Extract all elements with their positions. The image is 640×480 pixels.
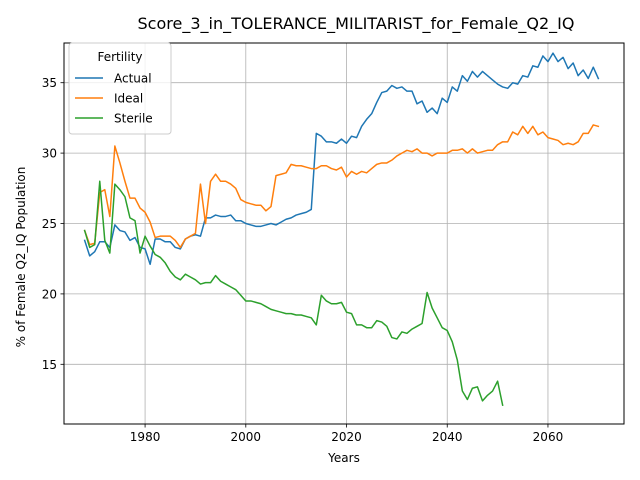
series-line-actual (83, 52, 600, 266)
legend-box (68, 42, 172, 135)
y-tick-label: 25 (42, 217, 57, 231)
legend-entry-actual: Actual (75, 72, 152, 86)
y-tick-label: 35 (42, 76, 57, 90)
legend-title: Fertility (97, 50, 142, 64)
axis-ticks: 1980 2000 2020 2040 2060 15 20 25 30 35 (42, 76, 564, 444)
legend-entry-sterile: Sterile (75, 112, 153, 126)
series-lines (83, 52, 600, 407)
x-tick-label: 2020 (331, 430, 362, 444)
legend-entries: Actual Ideal Sterile (75, 72, 153, 126)
y-axis-label: % of Female Q2_IQ Population (14, 167, 28, 348)
series-line-sterile (83, 180, 504, 407)
x-tick-label: 1980 (130, 430, 161, 444)
plot-frame (63, 42, 625, 425)
x-tick-label: 2000 (231, 430, 262, 444)
chart-title: Score_3_in_TOLERANCE_MILITARIST_for_Fema… (138, 14, 575, 34)
legend: Fertility Actual Ideal Sterile (68, 42, 172, 135)
x-axis-label: Years (327, 451, 360, 465)
legend-label: Ideal (114, 92, 143, 106)
series-line-ideal (83, 124, 600, 249)
legend-label: Actual (114, 72, 152, 86)
y-tick-label: 30 (42, 147, 57, 161)
x-tick-label: 2060 (533, 430, 564, 444)
legend-entry-ideal: Ideal (75, 92, 143, 106)
legend-label: Sterile (114, 112, 153, 126)
y-tick-label: 20 (42, 287, 57, 301)
x-tick-label: 2040 (432, 430, 463, 444)
grid (64, 43, 624, 424)
y-tick-label: 15 (42, 358, 57, 372)
